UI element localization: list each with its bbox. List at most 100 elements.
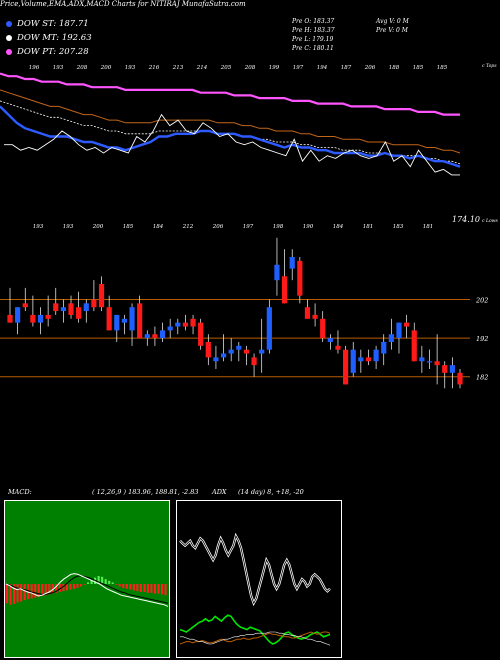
macd-hist-bar-3 — [16, 584, 19, 603]
candle-body — [274, 264, 280, 281]
candle-body — [411, 330, 417, 362]
candle-26 — [205, 334, 211, 366]
top-label-17: 185 — [437, 65, 448, 71]
candle-55 — [426, 349, 433, 369]
top-label-14: 206 — [364, 65, 376, 71]
lows-corner-label: c Lows — [482, 218, 499, 224]
candle-body — [350, 349, 356, 373]
candle-40 — [312, 303, 318, 327]
chart-header: Price,Volume,EMA,ADX,MACD Charts for NIT… — [0, 0, 246, 8]
candle-23 — [182, 314, 189, 331]
candle-body — [243, 349, 250, 354]
candle-body — [335, 345, 341, 350]
candle-38 — [297, 257, 303, 304]
macd-hist-bar-4 — [20, 584, 23, 602]
legend-dow-st: DOW ST: 187.71 — [6, 19, 89, 29]
candle-body — [289, 257, 295, 269]
macd-hist-bar-26 — [97, 576, 100, 584]
candle-body — [365, 357, 372, 362]
candle-3 — [30, 295, 36, 327]
macd-hist-bar-44 — [160, 584, 164, 595]
top-label-16: 185 — [413, 65, 424, 71]
candle-body — [342, 349, 349, 385]
candle-37 — [289, 249, 295, 281]
bottom-labels: 193 193 200 185 184 212 206 197 198 190 184 181 183 1… — [33, 224, 434, 228]
candle-47 — [365, 349, 372, 366]
candle-body — [327, 338, 333, 342]
legend-dow-pt: DOW PT: 207.28 — [6, 47, 89, 57]
candle-body — [220, 353, 227, 358]
candle-body — [37, 314, 44, 323]
ema-st-line — [0, 105, 461, 168]
candle-body — [114, 314, 120, 331]
candle-6 — [53, 287, 59, 315]
macd-hist-bar-12 — [48, 584, 51, 595]
candle-body — [320, 318, 326, 339]
top-label-12: 194 — [317, 65, 328, 71]
macd-hist-bar-27 — [101, 576, 104, 584]
candle-body — [281, 276, 288, 304]
candle-8 — [68, 295, 74, 319]
macd-signal-line — [5, 575, 169, 604]
bottom-label-4: 184 — [153, 224, 164, 228]
macd-hist-bar-19 — [72, 584, 76, 589]
bottom-label-12: 183 — [393, 224, 404, 228]
macd-hist-bar-15 — [58, 584, 61, 592]
macd-hist-bar-43 — [157, 584, 160, 594]
candle-13 — [106, 295, 112, 331]
candle-body — [190, 318, 196, 327]
candle-1 — [15, 307, 21, 335]
bottom-label-5: 212 — [182, 224, 194, 228]
candle-body — [373, 349, 379, 362]
legend-dow-mt: DOW MT: 192.63 — [6, 33, 92, 43]
candle-body — [266, 307, 272, 350]
candle-53 — [411, 322, 417, 362]
bottom-label-13: 181 — [423, 224, 434, 228]
bottom-label-11: 181 — [363, 224, 374, 228]
candle-5 — [45, 295, 51, 327]
candle-body — [419, 357, 425, 362]
dow-st-dot-icon — [6, 20, 12, 27]
candle-42 — [327, 334, 333, 350]
candle-59 — [457, 368, 463, 389]
legend-dow-st-label: DOW ST: 187.71 — [17, 19, 89, 29]
candlestick-chart: 202 192 182 — [0, 237, 488, 389]
macd-hist-bar-7 — [30, 584, 33, 599]
tops-corner-label: c Tops — [482, 63, 497, 69]
top-label-7: 214 — [196, 65, 208, 71]
macd-hist-bar-33 — [122, 584, 125, 588]
macd-hist-bar-24 — [90, 580, 93, 584]
macd-hist-bar-30 — [111, 582, 114, 584]
candle-body — [304, 307, 311, 319]
candle-12 — [98, 276, 105, 312]
candle-57 — [442, 361, 448, 389]
top-label-8: 205 — [220, 65, 232, 71]
candle-body — [45, 314, 51, 319]
candle-body — [175, 322, 181, 327]
macd-hist-bar-1 — [9, 584, 12, 605]
candle-21 — [167, 318, 173, 339]
candle-body — [312, 314, 318, 319]
candle-body — [68, 303, 74, 315]
candle-body — [182, 322, 189, 327]
macd-hist-bar-23 — [87, 582, 90, 584]
adx-label: ADX — [212, 488, 227, 496]
macd-hist-bar-38 — [139, 584, 142, 592]
top-label-0: 196 — [29, 65, 40, 71]
price-level-label-2: 182 — [476, 374, 488, 382]
candle-41 — [320, 311, 326, 342]
top-label-3: 200 — [100, 65, 112, 71]
macd-hist-bar-17 — [65, 584, 68, 591]
candle-32 — [251, 353, 257, 377]
price-level-label-0: 202 — [475, 296, 488, 304]
macd-hist-bar-35 — [129, 584, 132, 590]
top-labels: 196 193 208 200 193 216 213 214 205 208 199 197 194 1… — [29, 65, 448, 71]
candle-body — [297, 260, 303, 296]
candle-22 — [175, 318, 181, 335]
macd-hist-bar-13 — [51, 584, 54, 594]
macd-hist-bar-34 — [125, 584, 128, 589]
candle-body — [259, 349, 265, 354]
macd-hist-bar-22 — [83, 584, 86, 585]
ema-slow-line — [0, 89, 461, 154]
candle-7 — [60, 299, 66, 323]
